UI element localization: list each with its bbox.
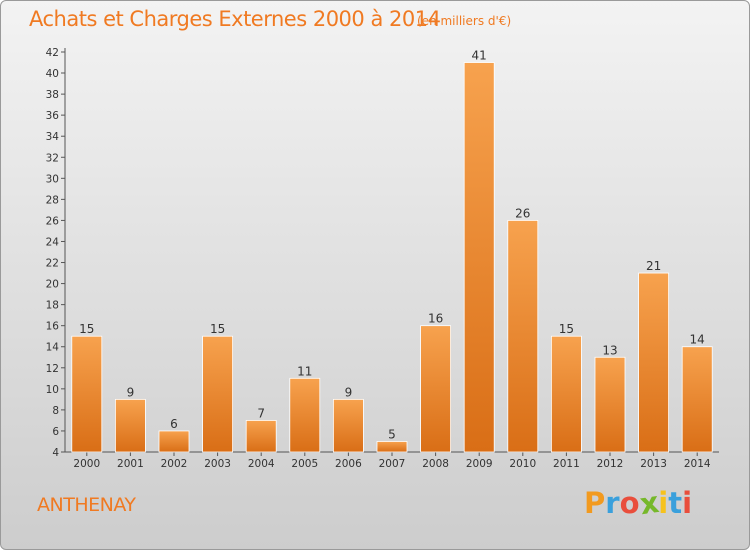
data-label-2013: 21: [646, 259, 661, 273]
data-label-2010: 26: [515, 206, 530, 220]
x-tick-label: 2011: [553, 458, 580, 470]
bar-2010: [507, 220, 539, 453]
data-label-2014: 14: [690, 333, 705, 347]
y-tick-label: 32: [46, 152, 59, 164]
bar-2008: [420, 325, 452, 453]
y-tick-label: 22: [46, 258, 59, 270]
chart-bars: [71, 62, 713, 453]
data-label-2007: 5: [388, 427, 396, 441]
y-tick-label: 36: [46, 110, 60, 122]
logo-letter: r: [605, 486, 620, 520]
x-tick-label: 2002: [161, 458, 188, 470]
commune-name: ANTHENAY: [37, 494, 136, 516]
data-label-2002: 6: [170, 417, 178, 431]
bar-2003: [202, 335, 234, 453]
x-tick-label: 2014: [684, 458, 711, 470]
bar-2011: [551, 335, 582, 453]
x-tick-label: 2000: [73, 458, 100, 470]
x-tick-label: 2007: [379, 458, 406, 470]
y-tick-label: 42: [46, 47, 59, 59]
y-tick-label: 26: [46, 215, 60, 227]
data-label-2005: 11: [297, 364, 312, 378]
logo-letter: P: [584, 486, 606, 520]
y-tick-label: 6: [52, 426, 59, 438]
x-tick-label: 2005: [291, 458, 318, 470]
bar-2002: [158, 430, 190, 453]
chart-subtitle: (en milliers d'€): [417, 14, 512, 28]
data-label-2004: 7: [257, 406, 265, 420]
y-tick-label: 24: [46, 236, 60, 248]
y-tick-label: 8: [52, 405, 59, 417]
bar-2012: [594, 356, 626, 453]
logo-letter: o: [619, 486, 640, 520]
logo-letter: t: [668, 486, 683, 520]
bar-2005: [289, 377, 321, 453]
data-label-2008: 16: [428, 312, 443, 326]
data-label-2006: 9: [345, 385, 353, 399]
x-tick-label: 2004: [248, 458, 275, 470]
x-tick-label: 2003: [204, 458, 231, 470]
y-tick-label: 4: [52, 447, 59, 459]
y-tick-label: 38: [46, 89, 59, 101]
y-tick-label: 16: [46, 321, 60, 333]
logo-letter: i: [658, 486, 669, 520]
data-label-2000: 15: [79, 322, 94, 336]
y-tick-label: 20: [46, 279, 59, 291]
bar-2007: [376, 441, 408, 453]
chart-title: Achats et Charges Externes 2000 à 2014: [29, 7, 441, 31]
y-tick-label: 28: [46, 194, 59, 206]
bar-2000: [71, 335, 103, 453]
x-axis-labels: 2000 2001 2002 2003 2004 2005 2006 2007 2008 2009…: [73, 458, 710, 470]
data-label-2003: 15: [210, 322, 225, 336]
x-tick-label: 2006: [335, 458, 362, 470]
x-tick-label: 2008: [422, 458, 449, 470]
logo-letter: i: [682, 486, 693, 520]
proxiti-logo: Proxiti: [584, 484, 693, 522]
x-tick-label: 2010: [509, 458, 536, 470]
y-tick-label: 10: [46, 384, 59, 396]
data-label-2001: 9: [127, 385, 135, 399]
data-label-2012: 13: [602, 343, 617, 357]
x-tick-label: 2001: [117, 458, 144, 470]
bar-2001: [115, 398, 146, 453]
x-tick-label: 2013: [640, 458, 667, 470]
y-tick-label: 14: [46, 342, 60, 354]
x-tick-label: 2009: [466, 458, 493, 470]
y-axis-labels: 4 6 8 10 12 14 16 18 20 22 24 26 28 30 32 34 36 38 40 42: [46, 47, 60, 459]
bar-2013: [638, 272, 669, 453]
bar-2004: [245, 420, 277, 453]
data-labels: 15 9 6 15 7 11 9 5 16 41 26 15 13 21 14: [79, 49, 705, 442]
logo-letter: x: [637, 484, 661, 522]
y-tick-label: 34: [46, 131, 60, 143]
y-tick-label: 12: [46, 363, 59, 375]
y-tick-label: 40: [46, 68, 59, 80]
y-tick-label: 18: [46, 300, 59, 312]
bar-2006: [332, 398, 364, 453]
bar-2014: [681, 346, 713, 453]
data-label-2009: 41: [472, 49, 487, 63]
data-label-2011: 15: [559, 322, 574, 336]
y-tick-label: 30: [46, 173, 59, 185]
x-tick-label: 2012: [597, 458, 624, 470]
bar-2009: [463, 62, 495, 453]
